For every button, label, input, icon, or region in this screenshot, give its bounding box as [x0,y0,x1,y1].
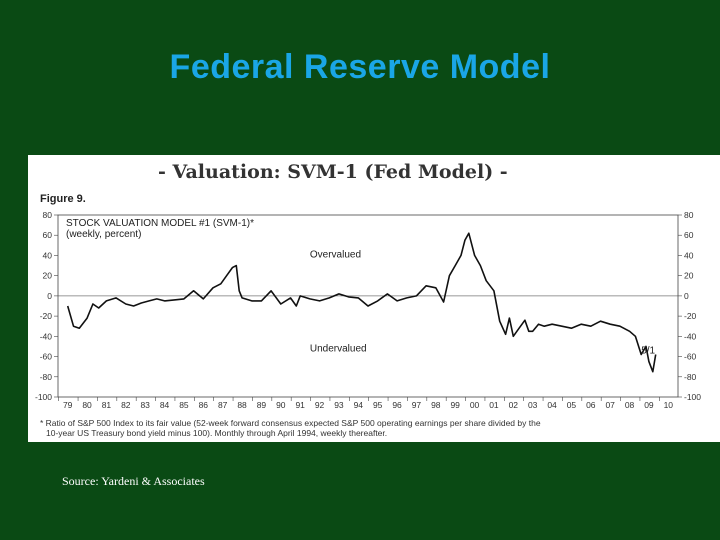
y-tick-label-left: -100 [35,392,52,402]
y-tick-label-left: 40 [43,250,53,260]
y-tick-label-left: 80 [43,210,53,220]
y-tick-label-right: 80 [684,210,694,220]
panel-heading: - Valuation: SVM-1 (Fed Model) - [158,161,508,183]
slide-title: Federal Reserve Model [169,48,551,86]
plot-frame [57,214,679,398]
x-tick-label: 85 [179,400,189,410]
x-tick-label: 89 [257,400,267,410]
x-tick-label: 06 [586,400,596,410]
figure-label: Figure 9. [40,193,86,205]
x-tick-label: 95 [373,400,383,410]
x-tick-label: 81 [102,400,112,410]
y-tick-label-right: 20 [684,271,694,281]
x-tick-label: 94 [354,400,364,410]
x-tick-label: 80 [82,400,92,410]
y-tick-label-right: -80 [684,372,697,382]
y-tick-label-left: 60 [43,230,53,240]
x-tick-label: 82 [121,400,131,410]
x-tick-label: 01 [489,400,499,410]
x-tick-label: 92 [315,400,325,410]
x-tick-label: 04 [547,400,557,410]
footnote: * Ratio of S&P 500 Index to its fair val… [40,418,620,438]
chart-annotation: Undervalued [310,344,367,355]
x-tick-label: 88 [237,400,247,410]
footnote-line-1: * Ratio of S&P 500 Index to its fair val… [40,418,541,428]
y-tick-label-right: -20 [684,311,697,321]
x-tick-label: 90 [276,400,286,410]
footnote-line-2: 10-year US Treasury bond yield minus 100… [46,428,388,438]
x-tick-label: 84 [160,400,170,410]
svm1-series-line [66,232,657,373]
x-tick-label: 03 [528,400,538,410]
y-tick-label-right: 40 [684,250,694,260]
x-tick-label: 08 [625,400,635,410]
x-tick-label: 05 [567,400,577,410]
x-tick-label: 09 [644,400,654,410]
x-tick-label: 97 [412,400,422,410]
x-tick-label: 86 [199,400,209,410]
chart-subtitle: (weekly, percent) [66,229,141,240]
y-tick-label-right: -40 [684,331,697,341]
x-tick-label: 91 [295,400,305,410]
x-tick-label: 79 [63,400,73,410]
y-tick-label-left: 20 [43,271,53,281]
x-tick-label: 00 [470,400,480,410]
y-tick-label-right: -60 [684,352,697,362]
x-tick-label: 93 [334,400,344,410]
x-tick-label: 07 [605,400,615,410]
chart-title: STOCK VALUATION MODEL #1 (SVM-1)* [66,218,254,229]
y-tick-label-right: -100 [684,392,701,402]
y-tick-label-left: -60 [40,352,53,362]
x-tick-label: 83 [140,400,150,410]
x-tick-label: 96 [392,400,402,410]
x-tick-label: 10 [664,400,674,410]
y-tick-label-left: 0 [47,291,52,301]
x-tick-label: 98 [431,400,441,410]
x-tick-label: 02 [509,400,519,410]
chart-panel: - Valuation: SVM-1 (Fed Model) - Figure … [28,155,720,442]
x-tick-label: 87 [218,400,228,410]
y-tick-label-left: -20 [40,311,53,321]
source-citation: Source: Yardeni & Associates [62,474,205,488]
x-tick-label: 99 [450,400,460,410]
y-tick-label-right: 60 [684,230,694,240]
y-tick-label-left: -80 [40,372,53,382]
chart-annotation: Overvalued [310,249,361,260]
y-tick-label-right: 0 [684,291,689,301]
y-tick-label-left: -40 [40,331,53,341]
chart-annotation: 5/1 [641,346,655,357]
